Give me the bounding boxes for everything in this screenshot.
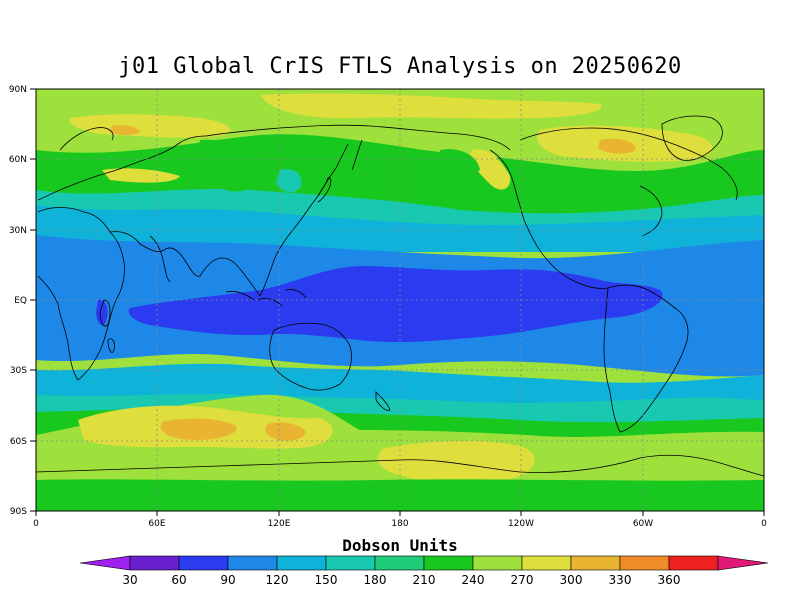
colorbar: 30 60 90 120 150 180 210 240 270 300 330 360 [79,555,769,587]
chart-title: j01 Global CrIS FTLS Analysis on 2025062… [118,54,682,79]
field-band-270-300-south-a [160,418,237,440]
colorbar-tick-label: 180 [364,573,387,587]
lon-label-120w: 120W [508,519,534,529]
lat-label-eq: EQ [14,296,27,306]
field-band-60-90-africa [96,299,108,326]
field-band-120-150-north [36,205,764,252]
colorbar-segment [276,555,327,571]
lat-label-30n: 30N [9,226,27,236]
colorbar-segment [374,555,425,571]
field-band-240-270-north-a [260,93,602,119]
colorbar-arrow-right [717,555,769,571]
field-band-240-270-north-d [470,149,511,190]
colorbar-segment [325,555,376,571]
colorbar-tick-label: 60 [171,573,186,587]
lat-label-30s: 30S [10,366,27,376]
field-band-150-180-north-pocket [276,169,302,193]
colorbar-tick-label: 330 [609,573,632,587]
lon-label-60w: 60W [633,519,653,529]
colorbar-title: Dobson Units [342,536,458,555]
coastlines [36,115,764,477]
field-band-180-210-north-pocket [199,139,257,192]
field-band-60-90 [128,266,663,343]
colorbar-tick-label: 240 [462,573,485,587]
gridlines [36,89,764,511]
lon-label-180: 180 [391,519,408,529]
colorbar-segment [668,555,719,571]
field-band-270-300-north-a [110,125,140,135]
lon-label-120e: 120E [268,519,291,529]
lat-label-90s: 90S [10,507,27,517]
lat-label-60s: 60S [10,437,27,447]
colorbar-segment [521,555,572,571]
ozone-field [36,89,764,511]
lon-label-0-right: 0 [761,519,767,529]
colorbar-segment [178,555,229,571]
field-band-270-300-south-b [265,422,306,441]
lon-label-0-left: 0 [33,519,39,529]
field-band-180-210-north-pocket-b [440,149,480,175]
lon-label-60e: 60E [148,519,165,529]
field-band-240-270-south-b [377,440,535,483]
colorbar-tick-label: 210 [413,573,436,587]
lon-axis: 0 60E 120E 180 120W 60W 0 [33,511,767,529]
colorbar-tick-label: 120 [266,573,289,587]
colorbar-segment [423,555,474,571]
lat-label-90n: 90N [9,85,27,95]
lat-label-60n: 60N [9,155,27,165]
colorbar-tick-label: 300 [560,573,583,587]
colorbar-segment [619,555,670,571]
colorbar-tick-label: 360 [658,573,681,587]
colorbar-arrow-left [79,555,131,571]
colorbar-segment [227,555,278,571]
colorbar-tick-label: 270 [511,573,534,587]
colorbar-segment [129,555,180,571]
colorbar-tick-label: 150 [315,573,338,587]
colorbar-segment [472,555,523,571]
field-band-240-270-north-b [69,114,231,138]
colorbar-tick-label: 90 [220,573,235,587]
colorbar-tick-label: 30 [122,573,137,587]
lat-axis: 90N 60N 30N EQ 30S 60S 90S [9,85,36,517]
colorbar-segment [570,555,621,571]
field-band-240-270-north-e [102,168,180,183]
field-band-270-300-north-b [598,138,636,154]
